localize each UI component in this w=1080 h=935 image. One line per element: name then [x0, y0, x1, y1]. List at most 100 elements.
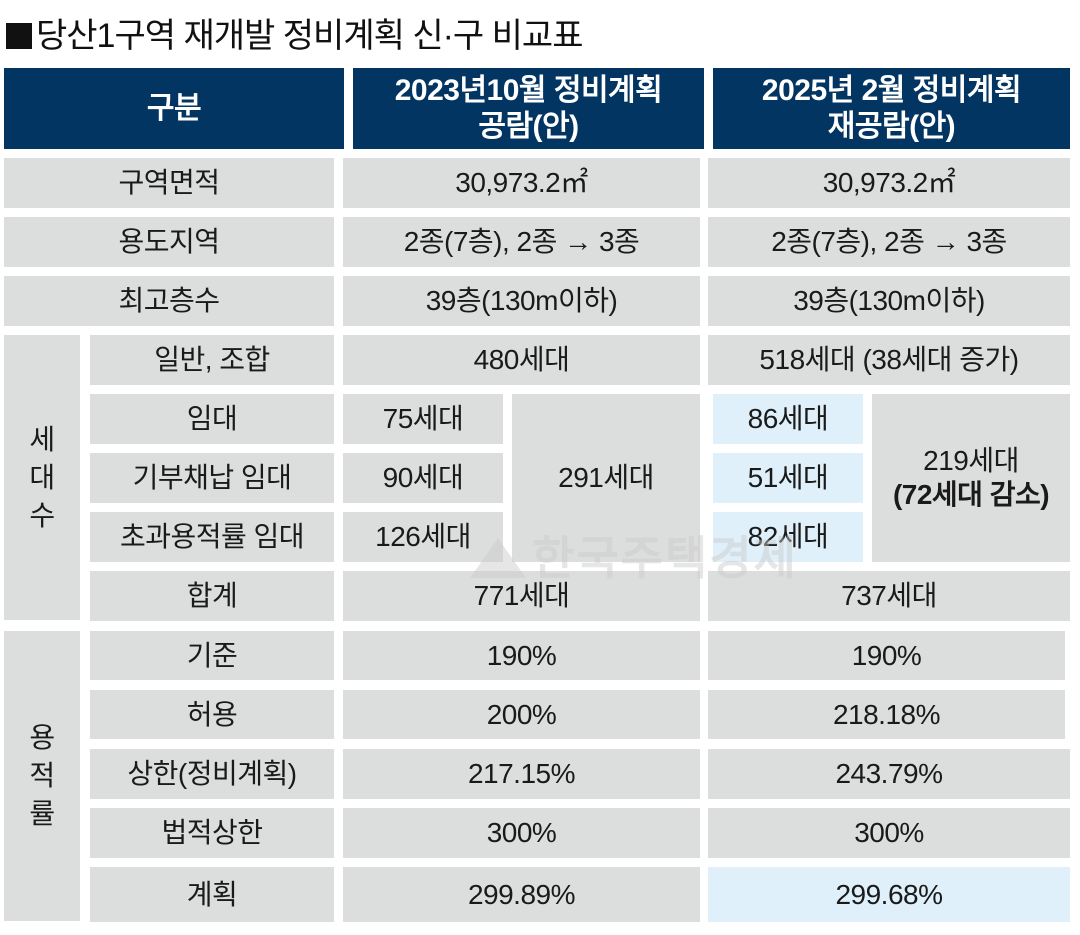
row-excess-label: 초과용적률 임대	[90, 512, 334, 562]
row-upper-label-text: 상한(정비계획)	[127, 758, 297, 789]
row-floors-label-text: 최고층수	[118, 285, 220, 316]
row-legal-2025-text: 300%	[854, 817, 924, 848]
row-total-2025-text: 737세대	[841, 580, 937, 611]
header-category: 구분	[4, 68, 344, 149]
group-far-char: 적	[29, 760, 55, 791]
row-area-2023-text: 30,973.2㎡	[455, 167, 588, 198]
row-floors-2023: 39층(130m이하)	[343, 276, 700, 326]
header-category-text: 구분	[146, 91, 202, 125]
row-donated-label-text: 기부채납 임대	[132, 462, 292, 493]
group-households-char: 수	[29, 499, 55, 531]
row-legal-label-text: 법적상한	[161, 817, 263, 848]
rental-total-2023: 291세대	[512, 394, 700, 562]
row-zoning-2025-text: 2종(7층), 2종 → 3종	[771, 226, 1007, 257]
row-rental-2025-text: 86세대	[747, 403, 829, 434]
row-base-label-text: 기준	[186, 639, 238, 671]
row-rental-2023: 75세대	[343, 394, 503, 444]
row-excess-2025: 82세대	[713, 512, 863, 562]
row-general-2025-text: 518세대 (38세대 증가)	[759, 344, 1019, 375]
header-2023-line1: 2023년10월 정비계획	[394, 73, 663, 107]
row-allowed-2023-text: 200%	[486, 698, 557, 730]
row-plan-2025: 299.68%	[708, 867, 1070, 922]
row-plan-label: 계획	[90, 867, 334, 922]
group-far-label: 용 적 률	[4, 631, 80, 921]
row-general-2025: 518세대 (38세대 증가)	[708, 335, 1070, 385]
row-area-2025-text: 30,973.2㎡	[822, 167, 956, 198]
row-legal-label: 법적상한	[90, 808, 334, 858]
group-far-char: 률	[29, 798, 55, 829]
row-base-label: 기준	[90, 631, 334, 680]
row-legal-2023: 300%	[343, 808, 700, 858]
row-base-2025: 190%	[708, 631, 1065, 680]
row-total-label: 합계	[90, 571, 334, 621]
row-upper-2025: 243.79%	[708, 749, 1070, 799]
header-2023-plan: 2023년10월 정비계획 공람(안)	[353, 68, 704, 149]
row-legal-2025: 300%	[708, 808, 1070, 858]
row-rental-label-text: 임대	[186, 403, 238, 434]
row-plan-2023-text: 299.89%	[467, 878, 576, 910]
row-donated-2023: 90세대	[343, 453, 503, 503]
page-title: 당산1구역 재개발 정비계획 신·구 비교표	[6, 14, 583, 58]
row-allowed-2023: 200%	[343, 690, 700, 739]
row-allowed-label: 허용	[90, 690, 334, 739]
row-donated-2025-text: 51세대	[747, 462, 829, 493]
row-rental-2025: 86세대	[713, 394, 863, 444]
row-area-2025: 30,973.2㎡	[708, 158, 1070, 208]
row-total-2023-text: 771세대	[473, 580, 570, 611]
row-general-label: 일반, 조합	[90, 335, 334, 385]
row-base-2025-text: 190%	[851, 639, 922, 671]
group-households-char: 세	[29, 423, 55, 455]
row-upper-2023-text: 217.15%	[467, 758, 576, 789]
row-zoning-label: 용도지역	[4, 217, 334, 267]
row-total-2025: 737세대	[708, 571, 1070, 621]
group-households-char: 대	[29, 461, 55, 493]
row-floors-2025: 39층(130m이하)	[708, 276, 1070, 326]
header-2025-line1: 2025년 2월 정비계획	[761, 73, 1022, 107]
header-2025-plan: 2025년 2월 정비계획 재공람(안)	[713, 68, 1070, 149]
row-area-2023: 30,973.2㎡	[343, 158, 700, 208]
square-bullet-icon	[6, 23, 32, 49]
header-2025-line2: 재공람(안)	[827, 109, 956, 143]
row-general-2023: 480세대	[343, 335, 700, 385]
group-households-label: 세 대 수	[4, 335, 80, 620]
row-total-label-text: 합계	[186, 580, 238, 611]
rental-total-2025-line2: (72세대 감소)	[892, 479, 1050, 510]
row-allowed-2025: 218.18%	[708, 690, 1065, 739]
row-area-label-text: 구역면적	[118, 167, 220, 198]
row-zoning-2023: 2종(7층), 2종 → 3종	[343, 217, 700, 267]
row-plan-label-text: 계획	[186, 878, 238, 910]
row-floors-2023-text: 39층(130m이하)	[425, 285, 618, 316]
row-base-2023-text: 190%	[486, 639, 557, 671]
group-far-char: 용	[29, 722, 55, 753]
row-rental-2023-text: 75세대	[382, 403, 464, 434]
row-zoning-2023-text: 2종(7층), 2종 → 3종	[403, 226, 640, 257]
row-excess-2025-text: 82세대	[747, 521, 829, 552]
row-excess-label-text: 초과용적률 임대	[119, 521, 305, 552]
row-donated-2023-text: 90세대	[382, 462, 464, 493]
row-total-2023: 771세대	[343, 571, 700, 621]
row-plan-2023: 299.89%	[343, 867, 700, 922]
row-excess-2023: 126세대	[343, 512, 503, 562]
row-legal-2023-text: 300%	[486, 817, 557, 848]
rental-total-2023-text: 291세대	[558, 462, 654, 493]
row-excess-2023-text: 126세대	[375, 521, 471, 552]
row-area-label: 구역면적	[4, 158, 334, 208]
row-rental-label: 임대	[90, 394, 334, 444]
row-allowed-label-text: 허용	[186, 698, 238, 730]
rental-total-2025: 219세대 (72세대 감소)	[872, 394, 1070, 562]
row-donated-label: 기부채납 임대	[90, 453, 334, 503]
row-plan-2025-text: 299.68%	[835, 878, 943, 910]
header-2023-line2: 공람(안)	[478, 109, 579, 143]
row-floors-2025-text: 39층(130m이하)	[793, 285, 985, 316]
row-floors-label: 최고층수	[4, 276, 334, 326]
row-upper-2025-text: 243.79%	[835, 758, 943, 789]
row-zoning-2025: 2종(7층), 2종 → 3종	[708, 217, 1070, 267]
row-general-label-text: 일반, 조합	[154, 344, 270, 375]
row-donated-2025: 51세대	[713, 453, 863, 503]
row-base-2023: 190%	[343, 631, 700, 680]
title-text: 당산1구역 재개발 정비계획 신·구 비교표	[36, 17, 583, 55]
row-upper-2023: 217.15%	[343, 749, 700, 799]
row-zoning-label-text: 용도지역	[118, 226, 220, 257]
row-general-2023-text: 480세대	[473, 344, 570, 375]
row-allowed-2025-text: 218.18%	[832, 698, 941, 730]
